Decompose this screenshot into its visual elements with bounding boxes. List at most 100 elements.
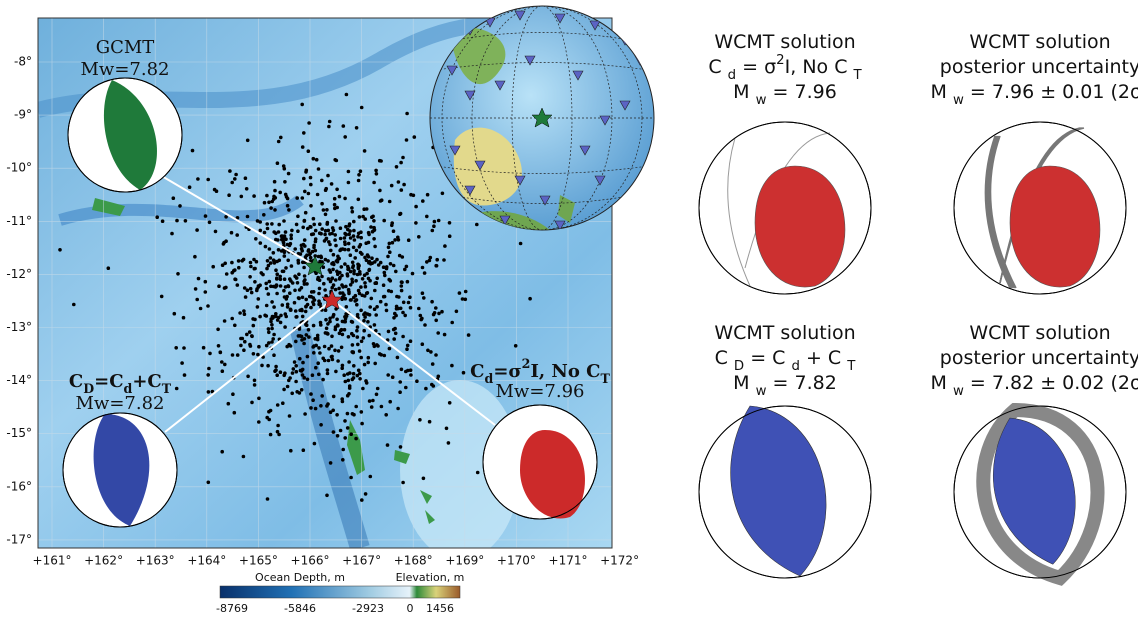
ocean-label: Ocean Depth, m xyxy=(255,571,345,584)
y-tick-label: -16° xyxy=(6,479,32,493)
epicenter xyxy=(343,236,347,240)
epicenter xyxy=(419,318,423,322)
epicenter xyxy=(397,180,401,184)
epicenter xyxy=(327,359,331,363)
epicenter xyxy=(172,196,176,200)
epicenter xyxy=(289,344,293,348)
epicenter xyxy=(282,289,286,293)
epicenter xyxy=(333,233,337,237)
epicenter xyxy=(349,283,353,287)
epicenter xyxy=(409,306,413,310)
epicenter xyxy=(283,254,287,258)
epicenter xyxy=(294,364,298,368)
epicenter xyxy=(362,336,366,340)
epicenter xyxy=(303,219,307,223)
epicenter xyxy=(398,380,402,384)
epicenter xyxy=(455,310,459,314)
epicenter xyxy=(475,223,479,227)
epicenter xyxy=(258,283,262,287)
epicenter xyxy=(340,283,344,287)
epicenter xyxy=(346,274,350,278)
epicenter xyxy=(234,173,238,177)
y-tick-label: -13° xyxy=(6,320,32,334)
panel-text: posterior uncertainty xyxy=(940,347,1138,369)
epicenter xyxy=(369,262,373,266)
x-tick-label: +170° xyxy=(497,554,536,568)
epicenter xyxy=(220,360,224,364)
epicenter xyxy=(360,252,364,256)
epicenter xyxy=(267,292,271,296)
epicenter xyxy=(266,259,270,263)
epicenter xyxy=(355,303,359,307)
colorbar: Ocean Depth, m Elevation, m xyxy=(220,571,464,598)
epicenter xyxy=(347,379,351,383)
epicenter xyxy=(263,201,267,205)
epicenter xyxy=(274,238,278,242)
epicenter xyxy=(347,181,351,185)
epicenter xyxy=(279,284,283,288)
epicenter xyxy=(375,277,379,281)
epicenter xyxy=(303,282,307,286)
epicenter xyxy=(309,204,313,208)
epicenter xyxy=(372,219,376,223)
epicenter xyxy=(286,204,290,208)
colorbar-tick: 1456 xyxy=(426,602,454,615)
epicenter xyxy=(282,219,286,223)
text-segment: M xyxy=(931,81,953,103)
epicenter xyxy=(401,481,405,485)
epicenter xyxy=(304,305,308,309)
epicenter xyxy=(249,261,253,265)
epicenter xyxy=(320,179,324,183)
epicenter xyxy=(387,246,391,250)
epicenter xyxy=(408,295,412,299)
epicenter xyxy=(406,344,410,348)
epicenter xyxy=(269,206,273,210)
epicenter xyxy=(402,183,406,187)
epicenter xyxy=(342,293,346,297)
epicenter xyxy=(287,379,291,383)
epicenter xyxy=(335,259,339,263)
epicenter xyxy=(304,310,308,314)
epicenter xyxy=(272,230,276,234)
x-tick-label: +162° xyxy=(84,554,123,568)
epicenter xyxy=(176,272,180,276)
epicenter xyxy=(193,255,197,259)
epicenter xyxy=(401,311,405,315)
epicenter xyxy=(225,272,229,276)
epicenter xyxy=(297,273,301,277)
epicenter xyxy=(352,372,356,376)
epicenter xyxy=(363,149,367,153)
epicenter xyxy=(191,149,195,153)
epicenter xyxy=(409,368,413,372)
epicenter xyxy=(425,215,429,219)
epicenter xyxy=(356,343,360,347)
epicenter xyxy=(342,373,346,377)
epicenter xyxy=(275,276,279,280)
epicenter xyxy=(284,230,288,234)
epicenter xyxy=(175,219,179,223)
epicenter xyxy=(332,253,336,257)
epicenter xyxy=(314,240,318,244)
epicenter xyxy=(368,399,372,403)
epicenter xyxy=(269,317,273,321)
epicenter xyxy=(317,292,321,296)
epicenter xyxy=(309,176,313,180)
epicenter xyxy=(357,369,361,373)
panel-text: C D = C d + C T xyxy=(715,347,857,374)
epicenter xyxy=(396,407,400,411)
epicenter xyxy=(316,336,320,340)
epicenter xyxy=(354,279,358,283)
epicenter xyxy=(462,371,466,375)
epicenter xyxy=(369,475,373,479)
x-tick-label: +164° xyxy=(187,554,226,568)
text-segment: d xyxy=(485,371,494,386)
y-tick-label: -8° xyxy=(14,55,32,69)
epicenter xyxy=(421,291,425,295)
epicenter xyxy=(428,259,432,263)
epicenter xyxy=(386,373,390,377)
epicenter xyxy=(325,237,329,241)
epicenter xyxy=(295,276,299,280)
epicenter xyxy=(358,349,362,353)
epicenter xyxy=(405,112,409,116)
epicenter xyxy=(311,250,315,254)
